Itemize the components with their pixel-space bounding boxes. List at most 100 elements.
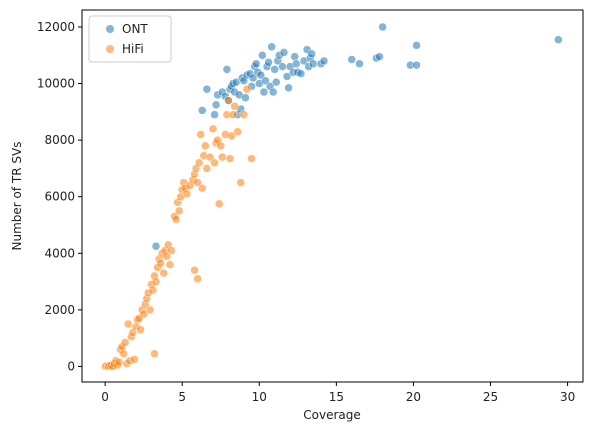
point-hifi-81 bbox=[230, 101, 239, 111]
y-axis-label: Number of TR SVs bbox=[10, 142, 24, 251]
y-tick-label-0: 0 bbox=[67, 359, 75, 373]
point-hifi-68 bbox=[208, 124, 218, 134]
point-hifi-83 bbox=[236, 178, 246, 187]
point-hifi-73 bbox=[216, 141, 225, 151]
point-hifi-43 bbox=[165, 260, 175, 269]
point-ont-37 bbox=[268, 87, 278, 97]
legend-label-hifi: HiFi bbox=[122, 42, 144, 56]
point-ont-8 bbox=[222, 65, 232, 74]
point-ont-30 bbox=[258, 51, 267, 60]
y-tick-label-6000: 6000 bbox=[44, 190, 75, 204]
point-hifi-65 bbox=[201, 141, 210, 151]
x-tick-label-15: 15 bbox=[329, 390, 344, 404]
point-hifi-84 bbox=[239, 110, 249, 119]
point-ont-42 bbox=[278, 62, 287, 71]
point-hifi-69 bbox=[210, 158, 219, 168]
point-hifi-29 bbox=[145, 305, 155, 315]
x-axis-label: Coverage bbox=[303, 408, 361, 422]
point-hifi-53 bbox=[182, 189, 192, 199]
x-tick-label-25: 25 bbox=[483, 390, 498, 404]
point-ont-67 bbox=[412, 41, 421, 50]
point-hifi-85 bbox=[242, 84, 252, 94]
point-hifi-34 bbox=[151, 277, 161, 286]
point-ont-59 bbox=[319, 56, 329, 66]
point-ont-63 bbox=[375, 52, 384, 61]
point-ont-56 bbox=[307, 49, 316, 59]
point-hifi-48 bbox=[174, 206, 184, 216]
point-hifi-86 bbox=[247, 154, 256, 163]
legend-label-ont: ONT bbox=[122, 22, 148, 36]
point-ont-45 bbox=[284, 83, 293, 93]
point-ont-51 bbox=[296, 69, 306, 78]
point-hifi-56 bbox=[190, 266, 199, 275]
point-ont-32 bbox=[261, 76, 270, 85]
point-ont-66 bbox=[412, 60, 421, 70]
point-hifi-61 bbox=[194, 158, 204, 168]
point-hifi-59 bbox=[193, 274, 202, 283]
point-ont-57 bbox=[308, 59, 318, 68]
legend-marker-ont bbox=[106, 25, 114, 33]
point-ont-1 bbox=[197, 106, 207, 115]
x-tick-label-0: 0 bbox=[101, 390, 109, 404]
plot-frame bbox=[81, 9, 584, 383]
point-ont-49 bbox=[292, 59, 301, 68]
point-hifi-25 bbox=[139, 309, 148, 319]
point-ont-64 bbox=[378, 22, 387, 32]
series-ont bbox=[151, 22, 563, 251]
point-hifi-19 bbox=[130, 355, 139, 364]
series-hifi bbox=[100, 84, 256, 371]
point-ont-48 bbox=[290, 52, 299, 61]
point-hifi-82 bbox=[233, 127, 242, 136]
point-hifi-37 bbox=[156, 258, 165, 268]
y-tick-label-2000: 2000 bbox=[44, 303, 75, 317]
point-ont-34 bbox=[264, 58, 273, 67]
point-hifi-46 bbox=[171, 215, 181, 224]
point-hifi-41 bbox=[162, 251, 172, 261]
point-ont-36 bbox=[267, 42, 276, 52]
point-hifi-31 bbox=[148, 285, 158, 295]
point-ont-0 bbox=[151, 241, 161, 251]
point-hifi-60 bbox=[193, 178, 202, 187]
point-hifi-72 bbox=[214, 199, 224, 209]
y-tick-label-10000: 10000 bbox=[37, 77, 75, 91]
ticks-layer: 0 5 10 15 20 25 30 0 2000 4000 6000 8000 10000 12000 bbox=[37, 20, 575, 404]
point-hifi-67 bbox=[205, 152, 215, 162]
point-hifi-78 bbox=[225, 154, 235, 163]
legend: ONT HiFi bbox=[88, 15, 172, 63]
point-ont-3 bbox=[210, 110, 219, 119]
x-tick-label-30: 30 bbox=[560, 390, 575, 404]
point-hifi-9 bbox=[114, 357, 124, 367]
point-hifi-23 bbox=[136, 325, 145, 334]
point-ont-26 bbox=[251, 59, 261, 68]
point-ont-38 bbox=[270, 65, 279, 74]
y-tick-label-12000: 12000 bbox=[37, 20, 75, 34]
point-ont-68 bbox=[554, 35, 563, 44]
point-ont-31 bbox=[259, 87, 269, 97]
point-hifi-63 bbox=[197, 183, 207, 193]
point-ont-29 bbox=[256, 70, 266, 80]
point-ont-4 bbox=[211, 100, 221, 110]
point-hifi-44 bbox=[167, 246, 176, 255]
point-hifi-12 bbox=[119, 349, 128, 358]
legend-marker-hifi bbox=[106, 45, 114, 53]
point-ont-44 bbox=[282, 72, 292, 81]
point-hifi-80 bbox=[228, 110, 238, 119]
point-hifi-62 bbox=[196, 130, 205, 139]
point-ont-43 bbox=[279, 48, 289, 57]
x-tick-label-20: 20 bbox=[406, 390, 421, 404]
point-hifi-39 bbox=[159, 268, 168, 278]
point-hifi-79 bbox=[227, 131, 236, 141]
point-ont-39 bbox=[271, 77, 281, 87]
point-hifi-32 bbox=[150, 349, 159, 358]
y-tick-label-4000: 4000 bbox=[44, 246, 75, 260]
point-ont-20 bbox=[241, 93, 250, 102]
point-hifi-74 bbox=[218, 152, 227, 162]
point-ont-61 bbox=[355, 59, 364, 68]
x-tick-label-5: 5 bbox=[178, 390, 186, 404]
y-tick-label-8000: 8000 bbox=[44, 133, 75, 147]
point-ont-24 bbox=[248, 73, 258, 83]
points-layer bbox=[100, 22, 563, 371]
point-ont-60 bbox=[347, 55, 357, 64]
point-hifi-15 bbox=[124, 319, 133, 329]
